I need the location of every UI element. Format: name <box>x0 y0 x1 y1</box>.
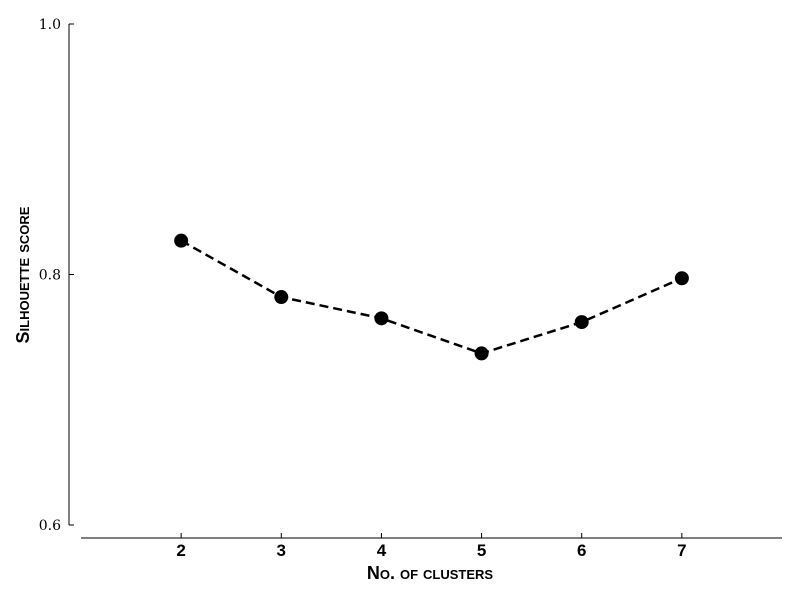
x-tick-label: 6 <box>577 541 586 560</box>
x-tick-label: 2 <box>176 541 185 560</box>
y-tick-label: 0.6 <box>39 518 61 534</box>
x-tick-label: 4 <box>377 541 387 560</box>
data-point <box>374 311 389 326</box>
x-tick-label: 5 <box>477 541 486 560</box>
axes <box>68 24 782 539</box>
data-point <box>274 290 289 305</box>
y-axis-title: Silhouette score <box>13 206 33 343</box>
x-tick-label: 7 <box>677 541 686 560</box>
x-ticks: 2 3 4 5 6 7 <box>176 533 687 560</box>
y-tick-label: 1.0 <box>39 17 61 33</box>
series-line <box>180 239 683 355</box>
series-layer <box>174 233 689 361</box>
data-point <box>674 271 689 286</box>
x-tick-label: 3 <box>277 541 286 560</box>
y-ticks: 0.6 0.8 1.0 <box>39 17 74 534</box>
x-axis-title: No. of clusters <box>367 563 494 583</box>
y-tick-label: 0.8 <box>39 268 61 284</box>
data-point <box>474 346 489 361</box>
data-point <box>174 233 189 248</box>
data-point <box>574 315 589 330</box>
